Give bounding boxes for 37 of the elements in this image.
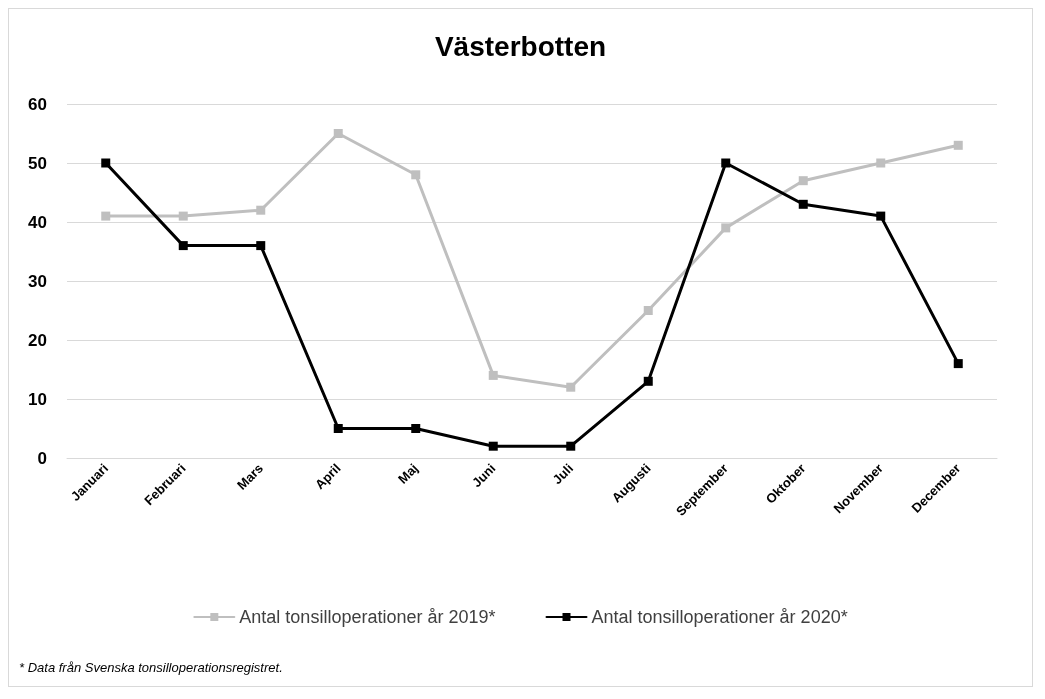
point	[488, 370, 498, 380]
point	[178, 241, 188, 251]
y-tick-label: 0	[37, 448, 47, 468]
x-tick-label: Juli	[549, 460, 577, 488]
point	[876, 211, 886, 221]
legend-label: Antal tonsilloperationer år 2019*	[239, 607, 496, 627]
point	[643, 306, 653, 315]
point	[256, 205, 266, 215]
point	[333, 424, 343, 433]
y-tick-label: 40	[28, 212, 47, 232]
point	[411, 170, 421, 180]
x-tick-label: Maj	[395, 460, 422, 487]
legend-label: Antal tonsilloperationer år 2020*	[591, 607, 848, 627]
point	[798, 176, 808, 186]
point	[101, 211, 111, 221]
point	[566, 441, 576, 451]
point	[953, 140, 963, 150]
point	[256, 241, 266, 251]
y-tick-label: 20	[28, 330, 47, 350]
point	[643, 376, 653, 386]
y-tick-label: 30	[28, 271, 47, 291]
point	[566, 382, 576, 392]
chart-title: Västerbotten	[434, 30, 607, 62]
point	[876, 158, 886, 168]
point	[178, 211, 188, 221]
point	[798, 199, 808, 209]
point	[953, 359, 963, 369]
point	[101, 158, 111, 168]
point	[721, 158, 731, 168]
y-tick-label: 60	[28, 94, 47, 114]
point	[488, 441, 498, 451]
point	[333, 129, 343, 138]
text: * Data från Svenska tonsilloperationsregistret.	[19, 660, 283, 675]
point	[721, 223, 731, 233]
y-tick-label: 50	[28, 153, 47, 173]
point	[411, 424, 421, 433]
y-tick-label: 10	[28, 389, 47, 409]
